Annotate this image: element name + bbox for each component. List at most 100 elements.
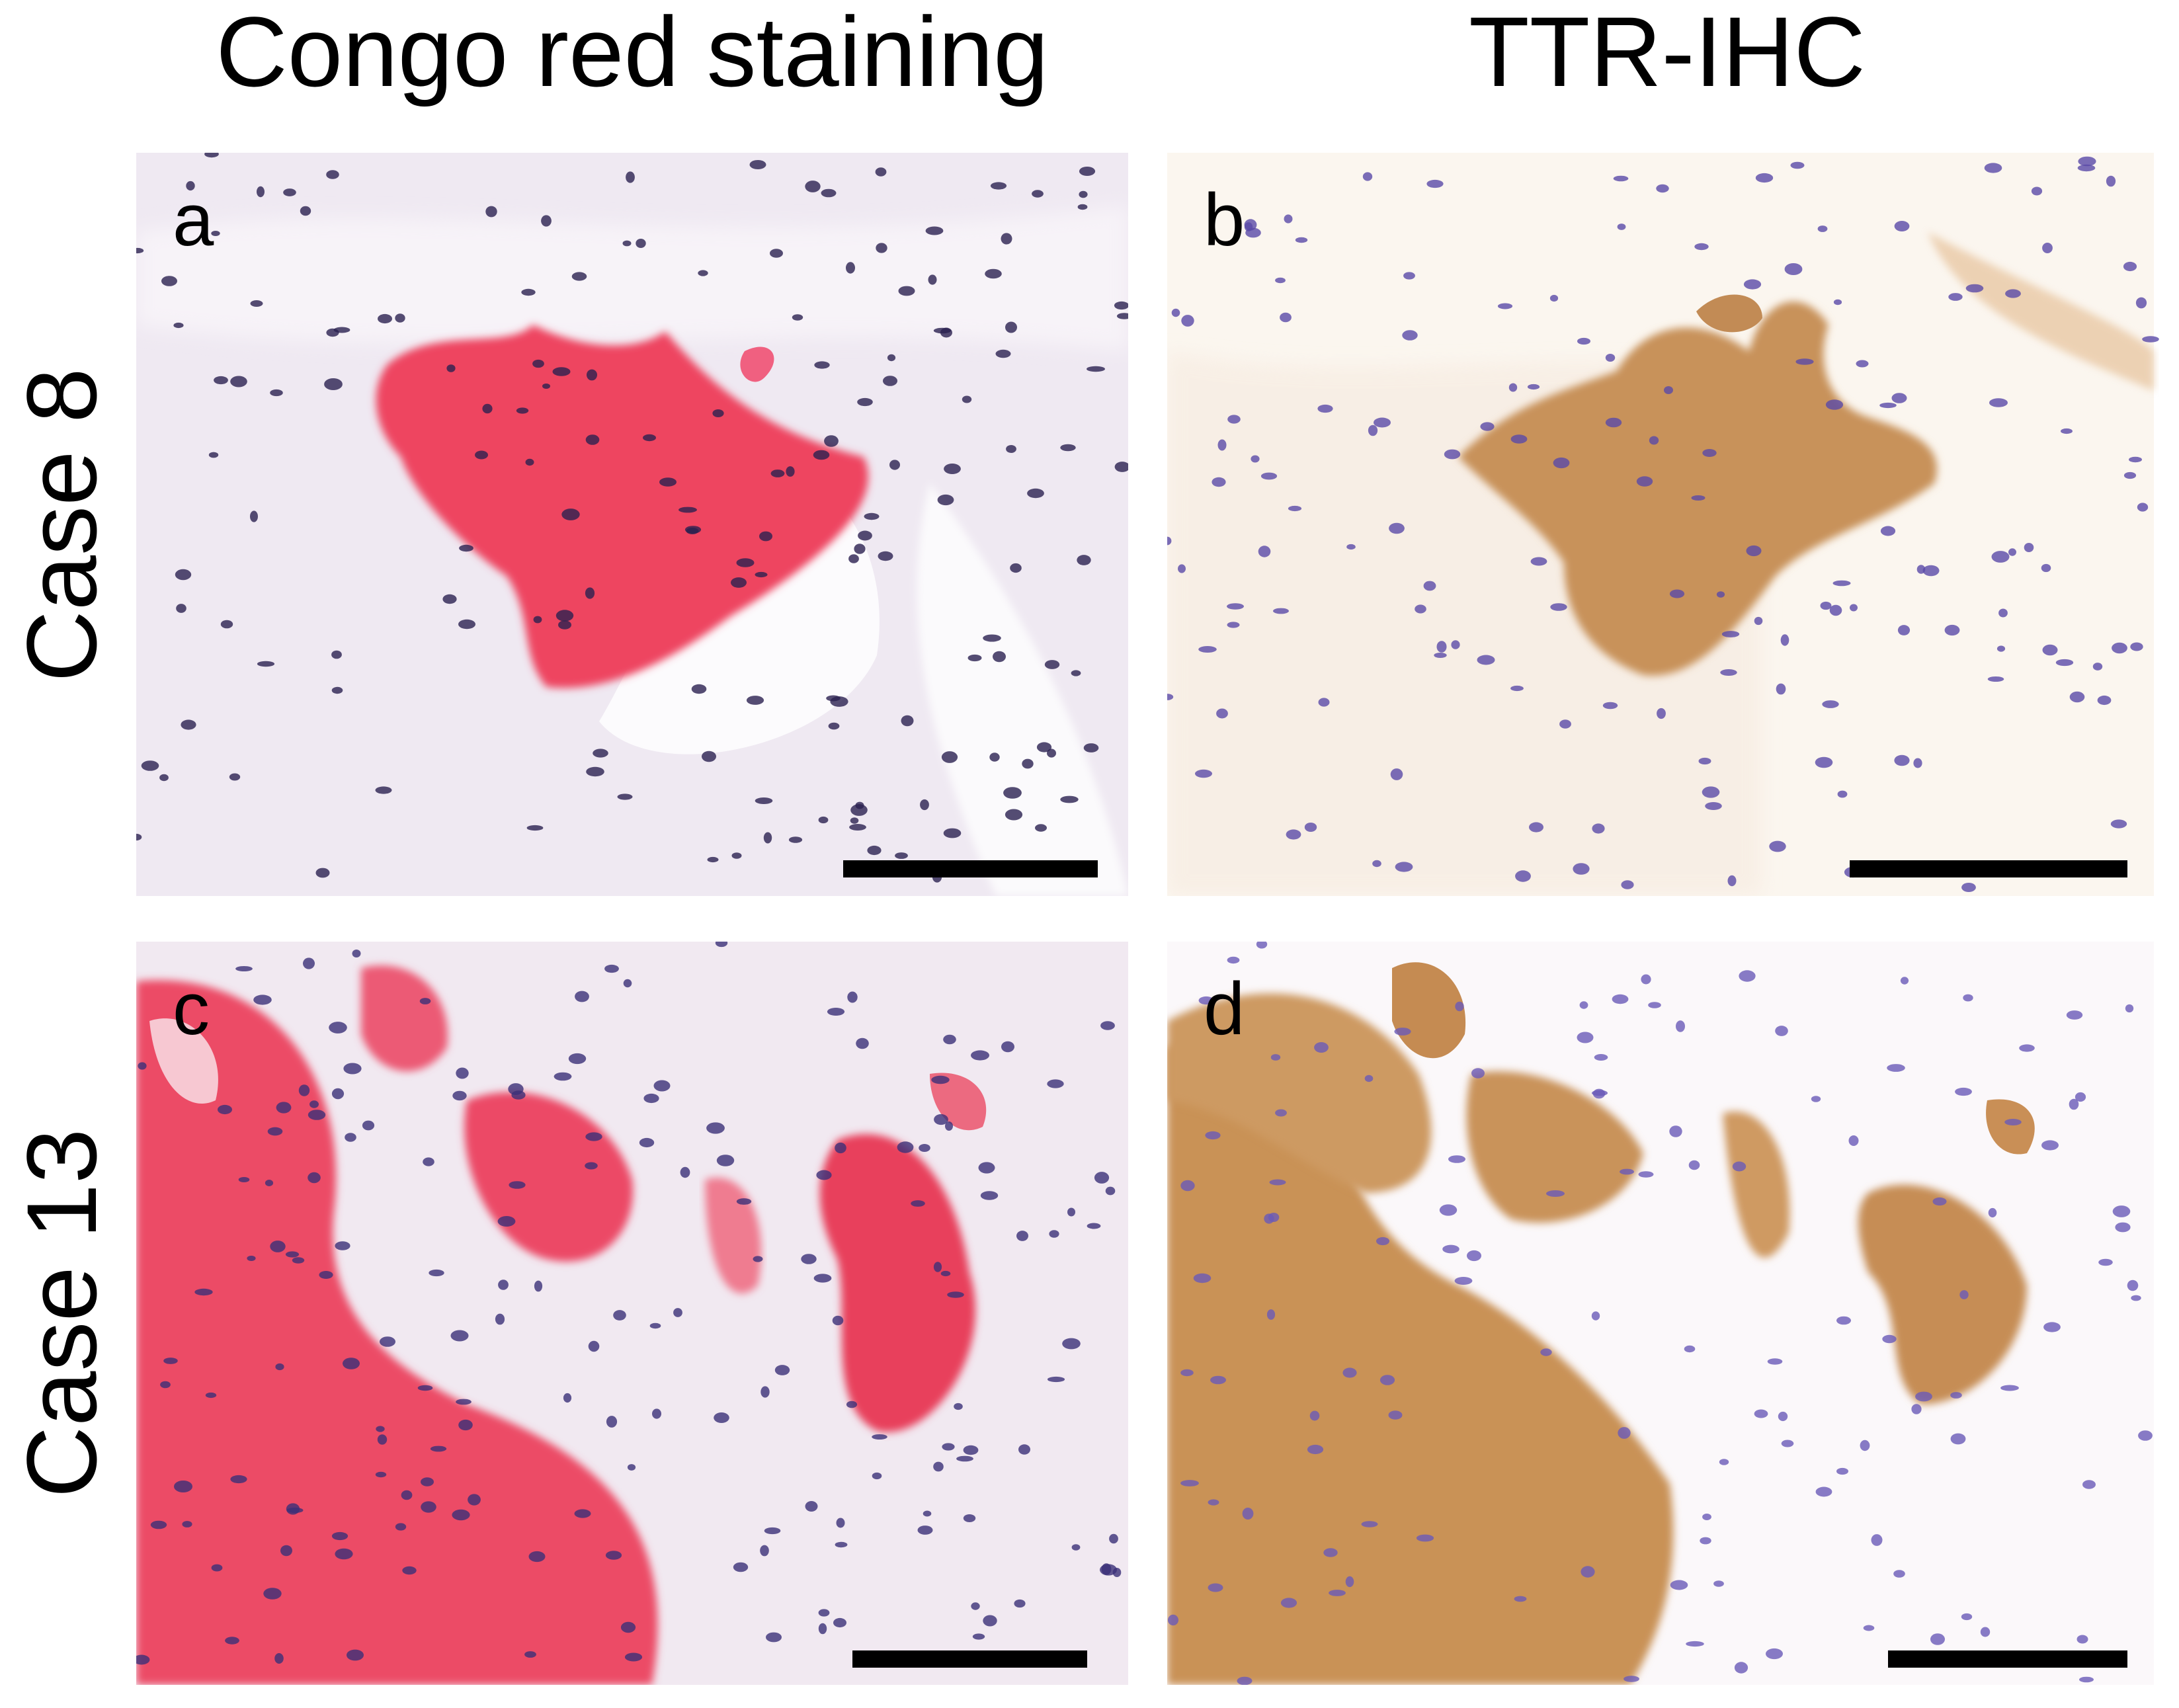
micrograph (1167, 942, 2154, 1685)
nucleus (706, 1122, 725, 1134)
nucleus (509, 1181, 526, 1189)
nucleus (326, 170, 339, 179)
nucleus (561, 508, 580, 520)
nucleus (1244, 219, 1257, 231)
nucleus (1251, 455, 1260, 463)
nucleus (828, 722, 840, 730)
nucleus (1109, 1533, 1118, 1544)
nucleus (983, 1615, 997, 1627)
nucleus (456, 1399, 472, 1405)
nucleus (876, 243, 887, 253)
nucleus (1702, 786, 1720, 798)
nucleus (827, 1008, 845, 1016)
nucleus (1694, 243, 1709, 251)
nucleus (253, 995, 272, 1005)
nucleus (1754, 1409, 1768, 1418)
nucleus (326, 328, 339, 337)
nucleus (627, 1464, 636, 1471)
nucleus (1961, 883, 1976, 892)
nucleus (1815, 756, 1833, 768)
nucleus (1591, 1311, 1600, 1321)
nucleus (194, 1288, 213, 1296)
nucleus (764, 1527, 781, 1535)
nucleus (2000, 1385, 2019, 1391)
nucleus (1998, 608, 2008, 618)
nucleus (801, 1254, 817, 1264)
nucleus (1067, 1207, 1075, 1217)
nucleus (1001, 233, 1012, 245)
nucleus (173, 322, 184, 329)
nucleus (824, 435, 839, 447)
nucleus (308, 1110, 326, 1120)
nucleus (856, 1037, 869, 1049)
nucleus (1071, 1544, 1081, 1551)
nucleus (1295, 237, 1308, 243)
nucleus (1713, 1580, 1724, 1587)
nucleus (1618, 1427, 1631, 1439)
nucleus (1027, 488, 1044, 499)
nucleus (1825, 399, 1844, 410)
nucleus (1743, 279, 1762, 290)
scale-bar (1888, 1650, 2127, 1668)
nucleus (898, 286, 915, 296)
nucleus (678, 507, 697, 513)
nucleus (163, 1358, 178, 1364)
nucleus (1930, 1633, 1945, 1645)
nucleus (933, 1461, 944, 1472)
nucleus (1734, 1662, 1748, 1674)
nucleus (593, 749, 608, 758)
nucleus (2055, 659, 2074, 667)
nucleus (2042, 644, 2058, 656)
nucleus (585, 1162, 598, 1170)
nucleus (2135, 297, 2147, 309)
nucleus (309, 1100, 319, 1108)
nucleus (362, 1120, 375, 1131)
nucleus (805, 181, 821, 192)
nucleus (1996, 645, 2006, 652)
nucleus (452, 1509, 470, 1521)
nucleus (733, 1562, 749, 1572)
nucleus (788, 836, 803, 843)
nucleus (983, 634, 1001, 642)
nucleus (1676, 1020, 1685, 1032)
nucleus (1636, 476, 1653, 487)
nucleus (1605, 417, 1622, 428)
nucleus (211, 1564, 223, 1572)
nucleus (1212, 477, 1226, 487)
nucleus (324, 378, 343, 390)
nucleus (1193, 1273, 1212, 1283)
nucleus (990, 182, 1007, 190)
nucleus (753, 1256, 763, 1262)
nucleus (1368, 425, 1378, 436)
nucleus (878, 551, 893, 561)
nucleus (1044, 660, 1060, 669)
nucleus (1700, 1537, 1711, 1545)
nucleus (345, 1133, 356, 1142)
nucleus (1195, 769, 1212, 778)
nucleus (1071, 670, 1081, 676)
nucleus (971, 1602, 980, 1610)
nucleus (850, 817, 859, 824)
nucleus (2127, 1280, 2139, 1291)
nucleus (1439, 1204, 1458, 1216)
nucleus (298, 1084, 310, 1096)
nucleus (1746, 545, 1762, 557)
nucleus (430, 1445, 447, 1452)
nucleus (1669, 1125, 1682, 1137)
nucleus (176, 604, 186, 613)
nucleus (928, 274, 937, 285)
nucleus (136, 833, 142, 841)
nucleus (1657, 708, 1666, 719)
nucleus (1171, 308, 1180, 317)
nucleus (375, 786, 392, 794)
nucleus (1948, 293, 1963, 301)
nucleus (442, 594, 457, 604)
nucleus (235, 966, 253, 971)
nucleus (759, 531, 772, 542)
nucleus (1467, 1250, 1481, 1262)
nucleus (2042, 243, 2053, 253)
nucleus (684, 526, 702, 534)
nucleus (626, 171, 635, 183)
nucleus (1403, 272, 1415, 280)
nucleus (1112, 1568, 1122, 1577)
